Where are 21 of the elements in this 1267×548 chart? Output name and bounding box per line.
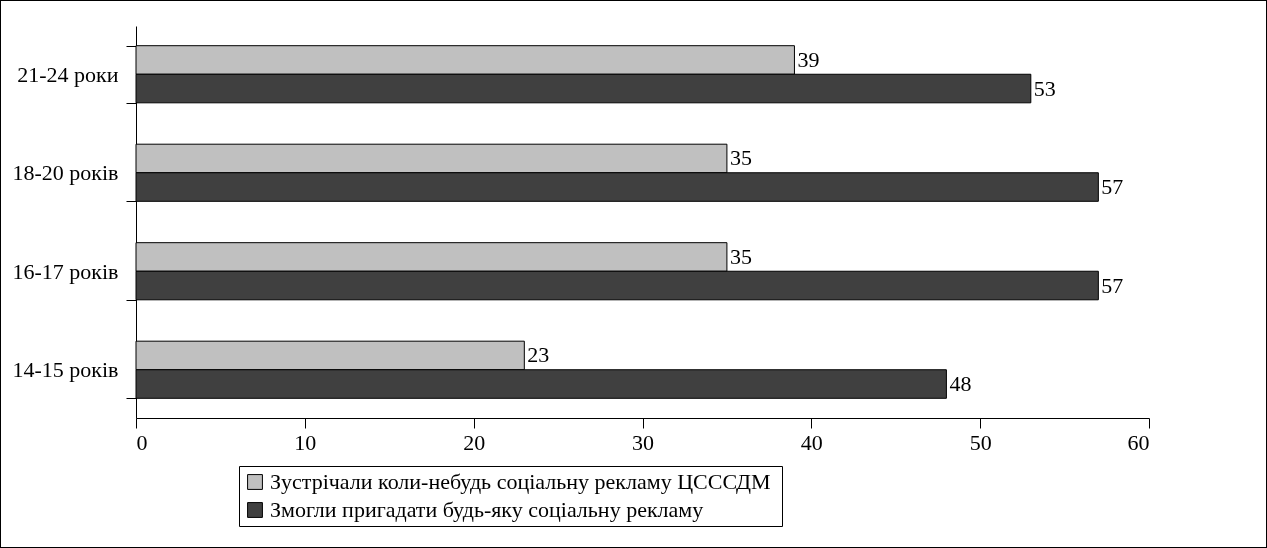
x-tick-label: 60 xyxy=(1127,429,1150,455)
x-tick-label: 30 xyxy=(632,429,654,455)
x-tick-label: 50 xyxy=(969,429,992,455)
data-label: 57 xyxy=(1101,272,1124,298)
y-tick-label: 21-24 роки xyxy=(17,61,119,87)
y-tick-label: 14-15 років xyxy=(12,357,119,383)
x-tick-label: 40 xyxy=(800,429,823,455)
y-tick-label: 16-17 років xyxy=(12,258,119,284)
data-label: 35 xyxy=(729,145,752,171)
data-label: 39 xyxy=(797,46,820,72)
x-tick-label: 20 xyxy=(463,429,486,455)
x-tick-label: 10 xyxy=(294,429,317,455)
data-label: 23 xyxy=(527,342,550,368)
y-tick-label: 18-20 років xyxy=(12,160,119,186)
legend-label: Змогли пригадати будь-яку соціальну рекламу xyxy=(270,497,704,522)
data-label: 57 xyxy=(1101,174,1124,200)
data-label: 35 xyxy=(729,243,752,269)
data-label: 53 xyxy=(1033,75,1056,101)
legend-label: Зустрічали коли-небудь соціальну рекламу ЦСССДМ xyxy=(270,469,771,494)
data-label: 48 xyxy=(949,371,972,397)
x-tick-label: 0 xyxy=(136,429,148,455)
